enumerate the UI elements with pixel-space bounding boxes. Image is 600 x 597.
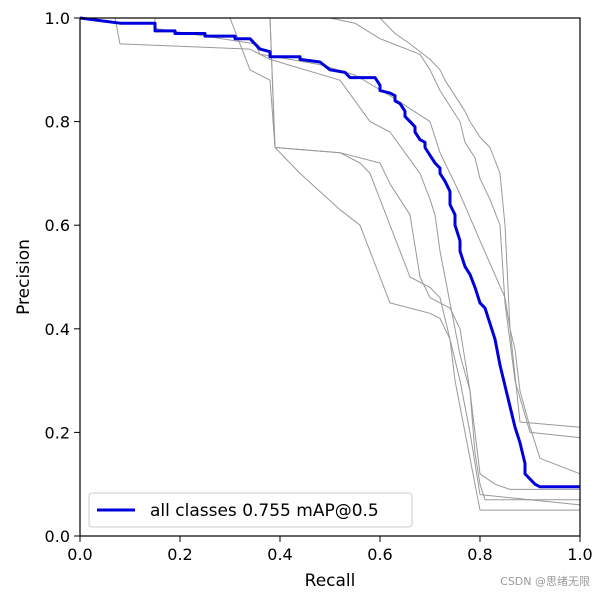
series-class-line-4 [80,17,580,490]
series-class-line-5 [80,17,580,501]
x-tick-label: 0.4 [267,545,292,564]
x-axis-label: Recall [305,571,356,591]
series-class-line-7 [80,17,580,511]
ticks-layer: 0.0 0.2 0.4 0.6 0.8 1.0 0.0 0.2 0.4 0.6 0.8 1.0 [45,9,593,564]
x-tick-label: 1.0 [567,545,592,564]
y-tick-label: 0.2 [45,423,70,442]
x-tick-label: 0.2 [167,545,192,564]
watermark: CSDN @思绪无限 [500,575,590,588]
y-axis-label: Precision [14,239,34,315]
y-tick-label: 0.8 [45,113,70,132]
y-tick-label: 0.6 [45,216,70,235]
series-class-line-1 [80,17,581,475]
legend: all classes 0.755 mAP@0.5 [88,492,413,528]
legend-box [88,492,413,528]
series-class-line-2 [80,17,581,439]
x-tick-label: 0.0 [67,545,92,564]
curves-layer [79,16,581,511]
y-tick-label: 0.0 [45,527,70,546]
series-all-classes-line [79,16,580,489]
plot-frame [79,17,581,537]
x-tick-label: 0.6 [367,545,392,564]
x-tick-label: 0.8 [467,545,492,564]
y-tick-label: 0.4 [45,320,70,339]
legend-label-all-classes: all classes 0.755 mAP@0.5 [150,501,379,521]
series-class-line-6 [80,17,581,506]
series-class-line-3 [80,17,581,428]
y-tick-label: 1.0 [45,9,70,28]
